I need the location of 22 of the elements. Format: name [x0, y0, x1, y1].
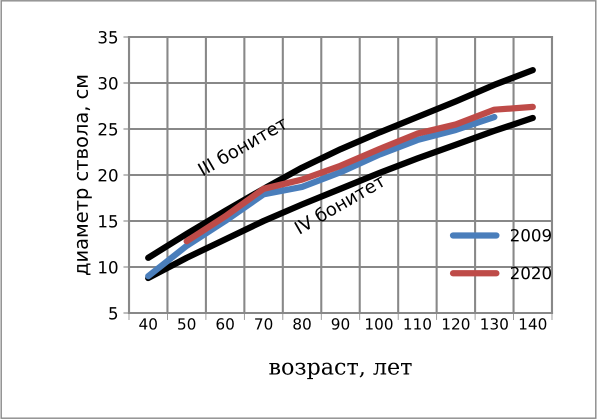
y-tick-label: 10 [99, 260, 118, 274]
x-tick-label: 90 [332, 318, 350, 330]
x-tick-label: 50 [178, 318, 196, 330]
x-tick-label: 140 [520, 318, 546, 330]
x-tick-label: 130 [481, 318, 508, 330]
x-tick-label: 60 [216, 318, 234, 330]
x-tick-label: 40 [139, 318, 157, 330]
x-tick-label: 80 [293, 318, 311, 330]
y-tick-label: 5 [109, 307, 118, 320]
x-tick-label: 70 [255, 318, 272, 330]
y-tick-label: 30 [98, 76, 118, 90]
y-axis-title: диаметр ствола, см [76, 76, 92, 275]
y-tick-label: 20 [98, 168, 118, 182]
y-tick-label: 35 [98, 30, 118, 44]
legend-label: 2020 [510, 266, 552, 280]
x-tick-label: 120 [442, 318, 470, 330]
x-tick-label: 100 [366, 318, 393, 330]
x-axis-title: возраст, лет [269, 362, 412, 380]
y-tick-label: 25 [98, 122, 118, 136]
legend-label: 2009 [510, 228, 551, 242]
y-tick-label: 15 [99, 215, 118, 228]
x-tick-label: 110 [404, 318, 431, 330]
